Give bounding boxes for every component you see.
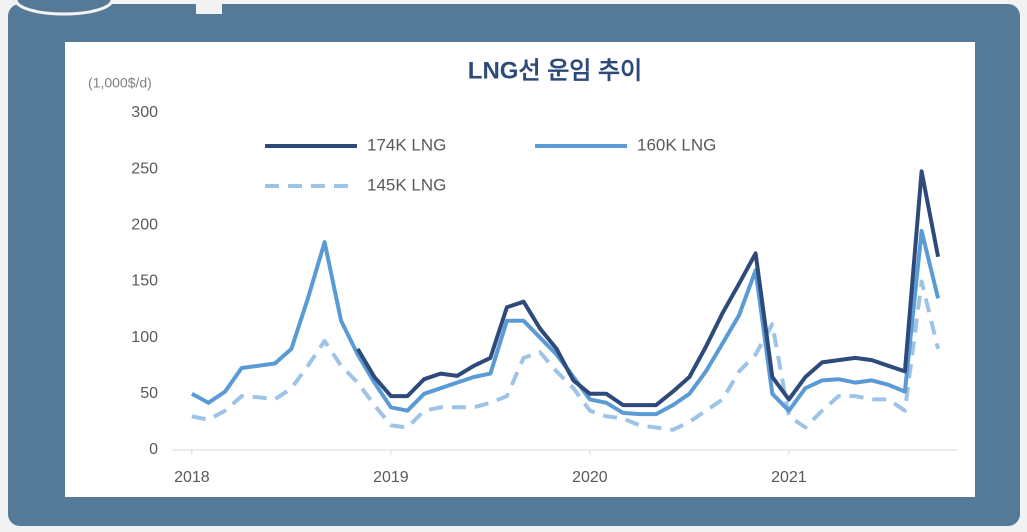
y-tick-label: 250 [131,160,158,177]
x-tick-label: 2021 [771,469,807,486]
plot-background [65,42,975,497]
chart-title: LNG선 운임 추이 [468,57,642,84]
legend-label: 145K LNG [367,175,446,194]
y-tick-label: 0 [149,441,158,458]
legend-label: 160K LNG [637,135,716,154]
plot: 0 50 100 150 200 250 300 2018 2019 2020 2021 174K L… [131,104,958,486]
x-tick-label: 2019 [373,469,409,486]
x-tick-label: 2018 [174,469,210,486]
decoration-bar [196,0,222,14]
y-tick-label: 200 [131,217,158,234]
series-line [191,279,941,432]
y-tick-label: 300 [131,104,158,121]
y-tick-label: 150 [131,273,158,290]
x-tick-label: 2020 [572,469,608,486]
decoration-circle [14,0,114,16]
y-tick-label: 50 [140,385,158,402]
legend-label: 174K LNG [367,135,446,154]
y-tick-label: 100 [131,329,158,346]
y-axis-label: (1,000$/d) [88,75,152,91]
series-line [355,169,941,408]
